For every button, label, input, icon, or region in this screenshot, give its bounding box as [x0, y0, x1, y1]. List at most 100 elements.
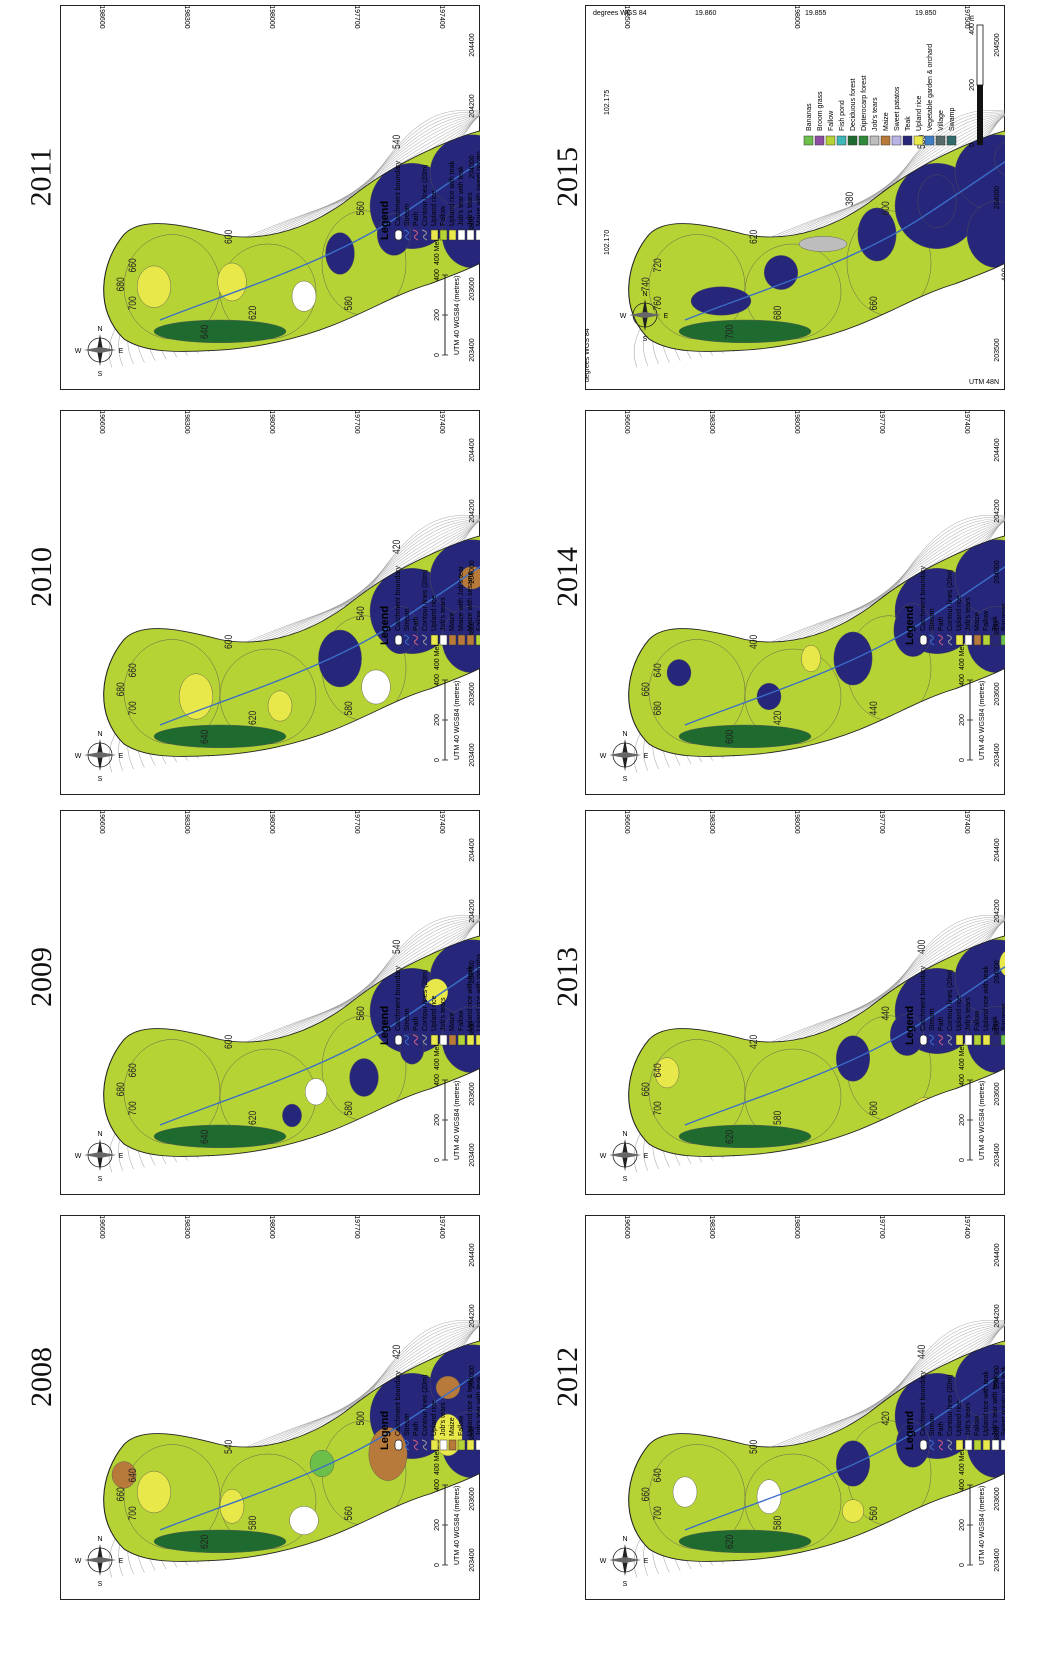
scale-tick-label: 0: [434, 353, 441, 357]
projection-label: UTM 40 WGS84 (metres): [979, 1486, 986, 1565]
legend-item-label: Broom grass: [817, 91, 824, 131]
scale-bar-label: 400 Meters: [434, 634, 441, 670]
x-tick-label: 204200: [994, 499, 1001, 522]
legend-swatch: [466, 1439, 475, 1451]
map-panel-2014: 680 660 640 600 420 440 400 203400 203600 203800 2…: [585, 410, 1005, 795]
legend-item-label: Stream: [929, 1413, 936, 1436]
contour-label: 720: [652, 258, 664, 273]
legend-item-label: Stream: [404, 1413, 411, 1436]
scale-tick-label: 200: [434, 1114, 441, 1126]
legend-item-label: Bananas: [1001, 1003, 1005, 1031]
contour-label: 600: [223, 229, 235, 244]
legend-item-label: Vegetable garden & orchard: [927, 44, 934, 131]
legend-item-label: Contour lines (20m): [947, 1375, 954, 1436]
legend-title: Legend: [379, 606, 391, 645]
contour-label: 660: [640, 682, 652, 697]
legend-item-label: Fallow: [974, 1010, 981, 1031]
y-tick-label: 2198000: [268, 1215, 275, 1239]
legend-swatch: [421, 1439, 428, 1451]
contour-label: 420: [880, 1411, 892, 1426]
x-tick-label: 203400: [469, 1548, 476, 1571]
y-tick-label: 2197400: [438, 410, 445, 434]
legend-swatch: [466, 1034, 475, 1046]
y-tick-label: 2197400: [963, 1215, 970, 1239]
legend-item-label: Upland rice with teak: [449, 161, 456, 226]
legend-item-label: Job's tears: [965, 1402, 972, 1436]
x-tick-label: 204400: [469, 1243, 476, 1266]
y-tick-label: 2198000: [268, 5, 275, 29]
frame-bottom-left-label: degrees WGS 84: [585, 328, 591, 382]
compass-label: S: [623, 776, 628, 783]
compass-label: S: [98, 1176, 103, 1183]
legend-item-label: Teak: [905, 116, 912, 131]
scale-bar: 0 200 400 400 Meters UTM 40 WGS84 (metres): [959, 1439, 986, 1566]
compass-label: E: [644, 1558, 649, 1565]
compass-label: W: [620, 313, 627, 320]
scale-bar: 0 200 400 400 Meters UTM 40 WGS84 (metres): [959, 634, 986, 761]
y-tick-label: 2197400: [963, 810, 970, 834]
legend-item-label: Fallow: [828, 110, 835, 131]
contour-label: 640: [127, 1468, 139, 1483]
x-tick-label: 203400: [469, 1143, 476, 1166]
compass-label: N: [622, 1131, 627, 1138]
scale-bar-label: 400 Meters: [434, 1439, 441, 1475]
y-tick-label: 2196600: [623, 1215, 630, 1239]
legend-swatch: [955, 1439, 964, 1451]
legend-swatch: [991, 1439, 1000, 1451]
land-use-patch: [267, 690, 293, 722]
x-tick-label: 203400: [469, 338, 476, 361]
legend-swatch: [403, 634, 410, 646]
legend-swatch: [448, 1034, 457, 1046]
contour-label: 620: [199, 1534, 211, 1549]
legend-swatch: [964, 1034, 973, 1046]
contour-label: 420: [772, 710, 784, 725]
map-svg: 7006606406205805605405004204404002034002…: [60, 1215, 480, 1600]
compass-label: W: [600, 753, 607, 760]
legend-item-label: Upland rice with teak: [983, 1371, 990, 1436]
contour-label: 600: [724, 729, 736, 744]
legend-swatch: [955, 1034, 964, 1046]
legend-item-label: Job's tears: [440, 597, 447, 631]
scale-tick-label: 0: [959, 1158, 966, 1162]
legend-item-label: Catchment boundary: [395, 566, 402, 631]
legend-item-label: Stream: [404, 1008, 411, 1031]
legend-swatch: [946, 634, 953, 646]
scale-tick-label: 0: [434, 1158, 441, 1162]
land-use-patch: [291, 280, 317, 312]
legend-item-label: Upland rice: [916, 95, 923, 131]
legend-swatch: [421, 1034, 428, 1046]
legend-swatch: [937, 1034, 944, 1046]
stream-line: [684, 939, 1005, 1126]
legend-item-label: Job's tear with teak: [992, 1376, 999, 1436]
y-tick-label: 2198000: [268, 810, 275, 834]
scale-tick-label: 400: [434, 1074, 441, 1086]
year-label-2014: 2014: [551, 547, 584, 607]
legend-item-label: Fish pond: [839, 100, 846, 131]
land-use-patch: [678, 724, 812, 748]
contour-label: 700: [652, 1101, 664, 1116]
catchment-boundary: [103, 127, 480, 352]
y-tick-label: 2197400: [438, 5, 445, 29]
land-use-patch: [994, 141, 1005, 176]
stream-line: [684, 539, 1005, 726]
legend-swatch: [946, 1439, 953, 1451]
x-tick-label: 203600: [994, 1082, 1001, 1105]
legend-swatch: [475, 1034, 480, 1046]
contour-label: 660: [127, 258, 139, 273]
legend-item-label: Contour lines (20m): [947, 570, 954, 631]
compass-label: E: [119, 348, 124, 355]
compass-label: W: [75, 348, 82, 355]
contour-label: 580: [772, 1110, 784, 1125]
scale-bar-label: 400 Meters: [434, 1034, 441, 1070]
legend-swatch: [403, 1034, 410, 1046]
compass-label: E: [644, 753, 649, 760]
stream-line: [159, 939, 480, 1126]
legend-swatch: [1000, 1034, 1005, 1046]
legend-swatch: [946, 1034, 953, 1046]
compass-label: W: [600, 1153, 607, 1160]
legend-item-label: Maize with sesame: [467, 571, 474, 631]
legend-title: Legend: [904, 1411, 916, 1450]
contour-label: 700: [652, 1506, 664, 1521]
legend-swatch: [991, 1034, 1000, 1046]
compass-label: S: [643, 336, 648, 343]
